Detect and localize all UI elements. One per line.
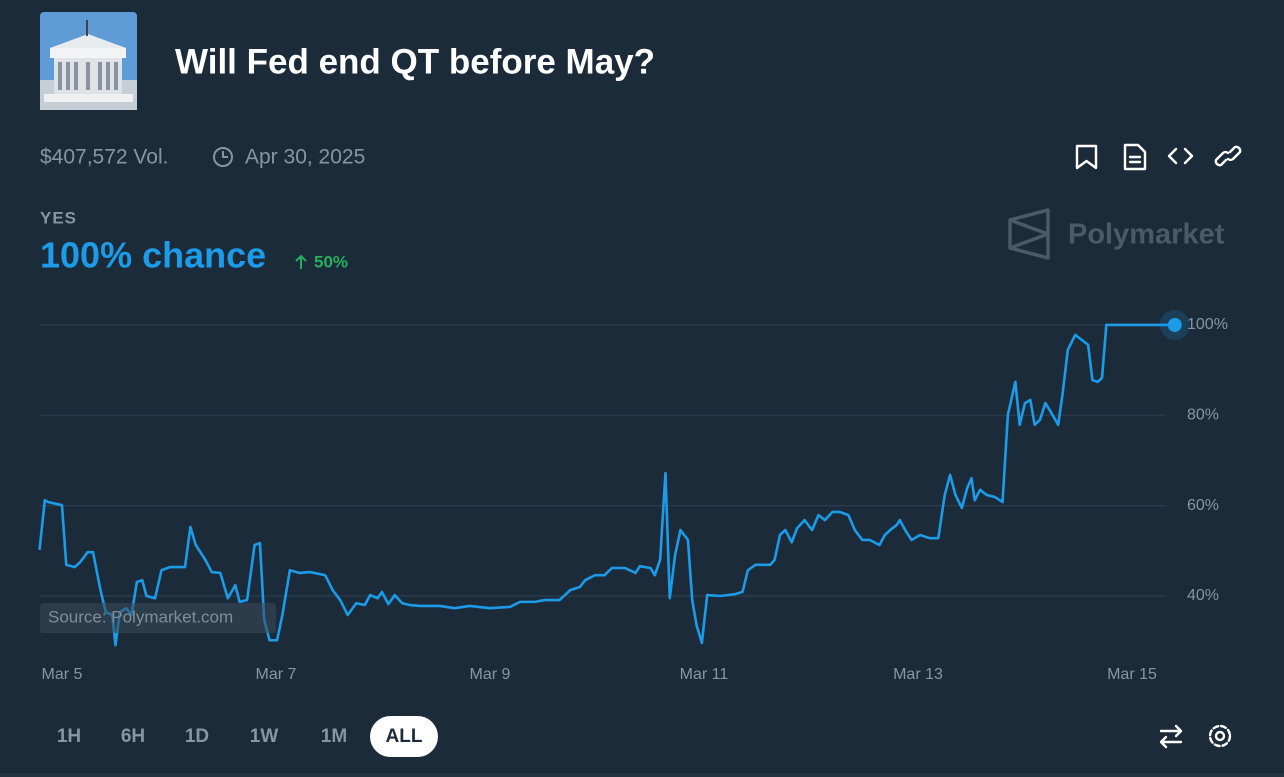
document-button[interactable]: [1123, 143, 1147, 171]
y-tick-label: 100%: [1187, 316, 1228, 333]
outcome-change: 50%: [314, 252, 348, 271]
time-range-label: 1H: [57, 726, 81, 747]
y-tick-label: 60%: [1187, 497, 1219, 514]
volume: $407,572 Vol.: [40, 146, 168, 169]
x-tick-label: Mar 5: [42, 666, 83, 683]
time-range-label: 1D: [185, 726, 209, 747]
last-point: [1167, 317, 1182, 332]
settings-button[interactable]: [1208, 724, 1232, 748]
time-range-label: 1M: [321, 726, 347, 747]
time-range-button[interactable]: 6H: [121, 726, 145, 747]
time-range-button[interactable]: ALL: [370, 716, 438, 757]
price-line: [38, 323, 1175, 647]
market-title: Will Fed end QT before May?: [175, 42, 655, 81]
end-date: Apr 30, 2025: [245, 146, 365, 169]
time-range-selected: [370, 716, 438, 757]
x-tick-label: Mar 9: [470, 666, 511, 683]
bookmark-button[interactable]: [1075, 144, 1098, 170]
time-range-label: 6H: [121, 726, 145, 747]
outcome-label: YES: [40, 208, 77, 227]
x-tick-label: Mar 13: [893, 666, 943, 683]
market-image: [40, 12, 137, 110]
bottom-edge: [0, 773, 1284, 777]
time-range-bar: 1H 6H 1D 1W 1M ALL: [57, 716, 438, 757]
swap-button[interactable]: [1159, 724, 1183, 749]
link-button[interactable]: [1214, 145, 1242, 167]
x-tick-label: Mar 11: [680, 666, 729, 683]
brand-name: Polymarket: [1068, 219, 1225, 251]
time-range-button[interactable]: 1W: [250, 726, 279, 747]
plot: 40% 60% 80% 100% Mar 5 Mar 7 Mar 9 Mar 11 Mar 13…: [38, 309, 1228, 683]
y-tick-label: 40%: [1187, 587, 1219, 604]
time-range-button[interactable]: 1H: [57, 726, 81, 747]
brand-logo: [1008, 208, 1050, 260]
source-label: Source: Polymarket.com: [48, 607, 233, 626]
clock-icon: [213, 147, 233, 167]
y-tick-label: 80%: [1187, 407, 1219, 424]
x-tick-label: Mar 7: [256, 666, 297, 683]
embed-button[interactable]: [1167, 147, 1194, 165]
time-range-label: ALL: [386, 726, 423, 747]
source-box: [40, 603, 276, 633]
time-range-button[interactable]: 1M: [321, 726, 347, 747]
outcome-chance: 100% chance: [40, 235, 266, 276]
time-range-button[interactable]: 1D: [185, 726, 209, 747]
time-range-label: 1W: [250, 726, 279, 747]
x-tick-label: Mar 15: [1107, 666, 1157, 683]
change-arrow: [295, 254, 307, 269]
